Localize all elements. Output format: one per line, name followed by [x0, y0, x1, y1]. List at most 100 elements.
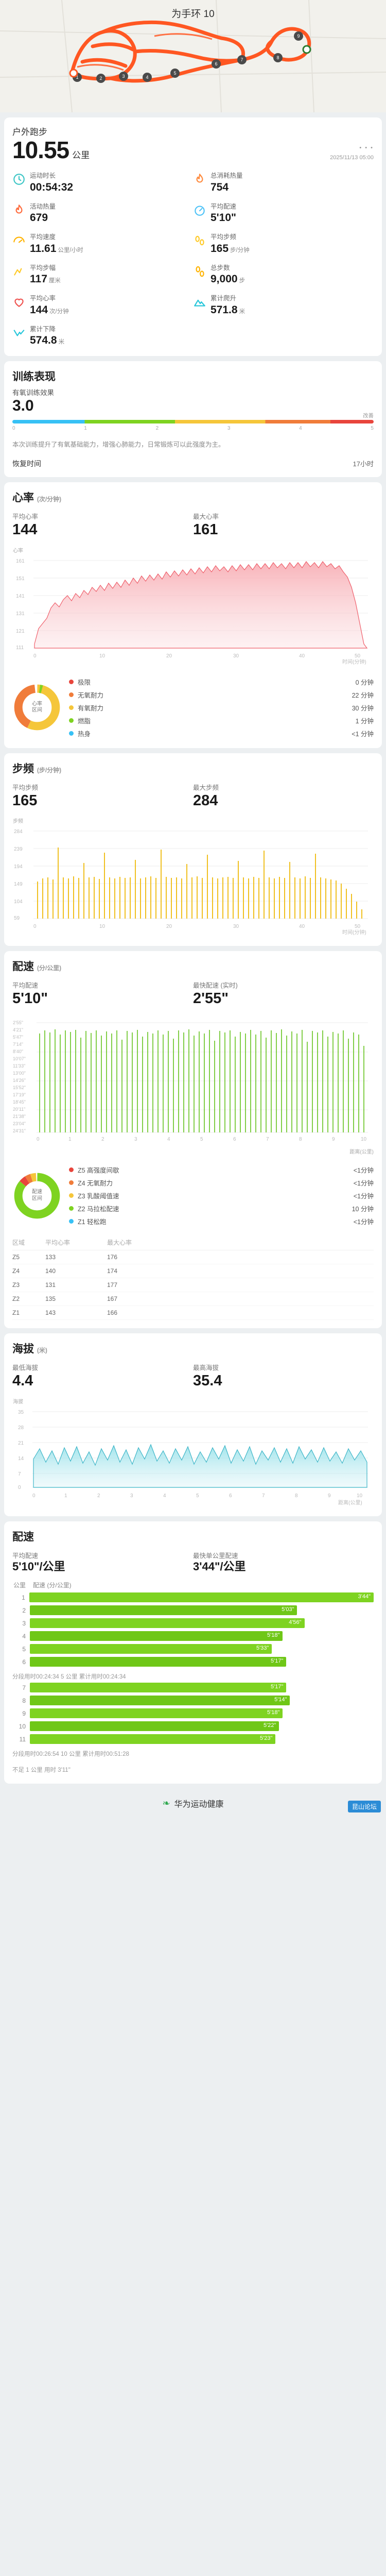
svg-text:8: 8 — [295, 1493, 298, 1499]
pace-zone-row: Z4 无氧耐力 <1分钟 — [69, 1176, 374, 1189]
km-index: 11 — [19, 1735, 26, 1743]
altitude-unit: (米) — [37, 1347, 47, 1354]
table-row: Z4 140 174 — [12, 1264, 374, 1279]
svg-text:20: 20 — [166, 653, 172, 659]
zone-value: 0 分钟 — [355, 679, 374, 686]
svg-text:20'11": 20'11" — [13, 1107, 25, 1112]
svg-text:5: 5 — [173, 71, 176, 76]
route-map[interactable]: 1 2 3 4 5 6 7 8 9 — [0, 0, 386, 112]
pace-best-label: 最快配速 (实时) — [193, 982, 238, 990]
svg-text:1: 1 — [68, 1137, 72, 1142]
cell-avg-hr: 133 — [45, 1253, 56, 1261]
pace-row: 11 5'23" — [12, 1734, 374, 1744]
pace-chart[interactable]: 2'55" 4'21" 5'47" 7'14" 8'40" 10'07" 11'33" 1… — [12, 1015, 374, 1155]
svg-text:194: 194 — [14, 864, 23, 870]
metric-label: 运动时长 — [30, 172, 56, 180]
pace-row: 9 5'18" — [12, 1708, 374, 1719]
training-card: 训练表现 有氧训练效果 3.0 改善 0 1 2 3 4 5 本次训练提升了有氧… — [4, 361, 382, 477]
leaf-icon: ❧ — [162, 1798, 170, 1808]
hr-chart[interactable]: 心率 161 151 141 131 121 111 — [12, 546, 374, 667]
svg-text:7: 7 — [240, 57, 243, 62]
effect-bar-caption: 改善 — [363, 412, 374, 419]
svg-text:131: 131 — [16, 611, 25, 617]
svg-text:30: 30 — [233, 653, 239, 659]
zone-value: 22 分钟 — [352, 691, 374, 699]
pace-zone-donut: 配速 区间 — [12, 1171, 62, 1221]
zone-value: <1 分钟 — [352, 730, 374, 738]
heart-rate-card: 心率 (次/分钟) 平均心率 144 最大心率 161 心率 161 151 141… — [4, 482, 382, 748]
map-header[interactable]: 为手环 10 — [0, 0, 386, 112]
cell-avg-hr: 143 — [45, 1309, 56, 1317]
more-options-icon[interactable]: • • • — [359, 144, 374, 151]
recovery-value: 17小时 — [353, 460, 374, 468]
svg-text:40: 40 — [299, 653, 305, 659]
hr-zone-row: 热身 <1 分钟 — [69, 727, 374, 740]
metric-unit: 步 — [239, 278, 245, 284]
zone-name: 无氧耐力 — [78, 691, 104, 699]
zone-dot — [69, 1206, 74, 1211]
metric-value: 9,000 — [210, 273, 238, 285]
svg-text:0: 0 — [37, 1137, 40, 1142]
svg-text:50: 50 — [355, 653, 361, 659]
metric-label: 总消耗热量 — [210, 172, 243, 180]
svg-text:21'38": 21'38" — [13, 1114, 26, 1119]
cell-avg-hr: 131 — [45, 1281, 56, 1289]
metric-label: 累计下降 — [30, 326, 56, 333]
zone-dot — [69, 705, 74, 710]
altitude-chart[interactable]: 海拔 35 28 21 14 7 0 — [12, 1397, 374, 1508]
summary-left: 户外跑步 10.55 公里 — [12, 125, 90, 162]
metric-grid: 运动时长 00:54:32 总消耗热量 754 活动热量 — [12, 172, 374, 347]
col-head-row: 公里 配速 (分/公里) — [12, 1581, 374, 1589]
metric-unit: 步/分钟 — [230, 247, 250, 253]
svg-text:1: 1 — [64, 1493, 67, 1499]
zone-value: 30 分钟 — [352, 704, 374, 712]
svg-text:11'33": 11'33" — [13, 1063, 25, 1069]
clock-icon — [13, 174, 25, 185]
cadence-avg: 平均步频 165 — [12, 782, 193, 810]
km-index: 8 — [22, 1697, 26, 1704]
pace-row: 3 4'56" — [12, 1618, 374, 1629]
svg-text:3: 3 — [130, 1493, 133, 1499]
svg-text:10: 10 — [99, 924, 106, 929]
summary-right[interactable]: • • • 2025/11/13 05:00 — [330, 143, 374, 162]
zone-value: <1分钟 — [353, 1180, 374, 1188]
svg-text:6: 6 — [233, 1137, 236, 1142]
svg-text:2: 2 — [101, 1137, 104, 1142]
col-head-km: 公里 — [13, 1582, 26, 1589]
svg-text:23'04": 23'04" — [13, 1121, 26, 1126]
metric-label: 总步数 — [210, 264, 230, 272]
effect-bar — [12, 419, 374, 423]
metric-label: 平均配速 — [210, 202, 237, 210]
metric-label: 平均步幅 — [30, 264, 56, 272]
zone-name: Z4 无氧耐力 — [78, 1180, 113, 1188]
cell-zone: Z1 — [12, 1309, 20, 1317]
km-index: 9 — [22, 1709, 26, 1717]
pd-avg-label: 平均配速 — [12, 1552, 39, 1560]
svg-text:4'21": 4'21" — [13, 1027, 23, 1032]
pace-value: 5'18" — [267, 1709, 280, 1716]
totalsteps-icon — [196, 266, 204, 277]
zone-dot — [69, 1193, 74, 1198]
effect-label: 有氧训练效果 — [12, 388, 54, 397]
pace-avg-label: 平均配速 — [12, 982, 39, 990]
metric-label: 平均速度 — [30, 233, 56, 241]
km-index: 5 — [22, 1645, 26, 1653]
speed2-icon — [13, 236, 25, 243]
svg-text:9: 9 — [328, 1493, 331, 1499]
zone-value: <1分钟 — [353, 1167, 374, 1175]
hr-donut-label: 心率 区间 — [32, 701, 42, 714]
effect-bar-ticks: 0 1 2 3 4 5 — [12, 426, 374, 431]
cell-avg-hr: 135 — [45, 1295, 56, 1303]
pace-x-unit: 距离(公里) — [349, 1149, 374, 1156]
cell-max-hr: 177 — [107, 1281, 118, 1289]
pace-value: 5'14" — [274, 1697, 287, 1703]
cadence-chart[interactable]: 步频 284 239 194 149 104 59 — [12, 817, 374, 938]
zone-dot — [69, 1219, 74, 1224]
svg-text:50: 50 — [355, 924, 361, 929]
svg-text:10'07": 10'07" — [13, 1056, 26, 1061]
svg-text:距离(公里): 距离(公里) — [338, 1499, 362, 1505]
pace-row: 1 3'44" — [12, 1592, 374, 1603]
zone-name: 有氧耐力 — [78, 704, 104, 712]
svg-text:0: 0 — [32, 1493, 36, 1499]
altitude-min-label: 最低海拔 — [12, 1364, 39, 1372]
